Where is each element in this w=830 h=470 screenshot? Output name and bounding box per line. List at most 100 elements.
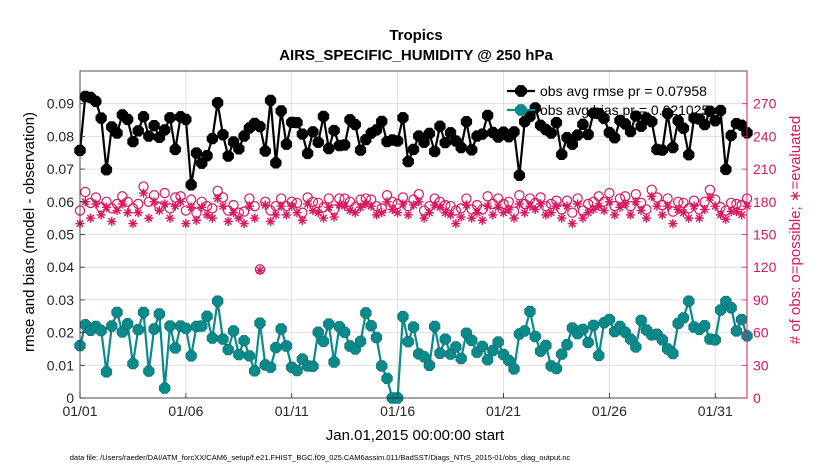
obs-evaluated-point [123, 208, 133, 218]
rmse-point [720, 163, 732, 176]
y-tick-label-right: 240 [753, 128, 777, 144]
bias-point [106, 320, 118, 332]
asterisk-stroke [287, 202, 296, 210]
rmse-point [545, 127, 557, 139]
rmse-point [624, 125, 637, 138]
asterisk-stroke [176, 198, 185, 206]
y-tick-label-right: 180 [753, 194, 777, 210]
asterisk-stroke [235, 214, 243, 222]
obs-evaluated-point [345, 205, 355, 216]
asterisk-stroke [102, 203, 111, 211]
obs-evaluated-point [340, 201, 350, 211]
obs-evaluated-point [91, 199, 101, 209]
rmse-point [698, 119, 711, 131]
asterisk-stroke [716, 211, 725, 219]
rmse-point [259, 145, 271, 157]
obs-evaluated-point [461, 200, 472, 210]
obs-possible-point [207, 203, 218, 214]
bias-point [212, 295, 224, 307]
obs-evaluated-point [393, 208, 403, 218]
asterisk-stroke [86, 214, 95, 222]
rmse-point [577, 118, 589, 130]
rmse-point [127, 136, 139, 148]
bias-point [593, 349, 605, 362]
asterisk-stroke [134, 208, 142, 217]
obs-evaluated-point [424, 208, 434, 218]
asterisk-stroke [515, 200, 524, 208]
bias-point [233, 348, 245, 361]
obs-evaluated-point [509, 213, 519, 223]
asterisk-stroke [123, 208, 132, 217]
obs-evaluated-point [181, 219, 191, 229]
asterisk-stroke [383, 198, 391, 206]
rmse-point [296, 128, 309, 140]
obs-evaluated-point [260, 200, 270, 210]
asterisk-stroke [256, 266, 264, 275]
rmse-point [476, 128, 489, 140]
obs-evaluated-point [244, 201, 254, 211]
bias-point [148, 323, 160, 335]
rmse-point [137, 111, 150, 123]
rmse-point [148, 120, 160, 132]
bias-point [577, 323, 589, 336]
obs-evaluated-point [498, 208, 509, 218]
rmse-point [556, 148, 568, 160]
asterisk-stroke [118, 200, 127, 208]
asterisk-stroke [600, 206, 608, 215]
rmse-point [301, 147, 314, 160]
obs-evaluated-point [488, 210, 498, 220]
asterisk-stroke [494, 203, 502, 211]
obs-evaluated-point [414, 197, 424, 207]
obs-evaluated-point [265, 216, 276, 227]
obs-evaluated-point [610, 210, 620, 220]
bias-point [291, 364, 303, 377]
bias-point [667, 347, 679, 360]
bias-point [550, 362, 563, 375]
obs-evaluated-point [604, 197, 614, 207]
bias-point [323, 318, 335, 330]
x-axis-label: Jan.01,2015 00:00:00 start [326, 427, 505, 444]
obs-evaluated-point [324, 202, 334, 212]
rmse-point [407, 143, 420, 156]
obs-evaluated-point [546, 208, 556, 218]
rmse-point [307, 126, 319, 138]
obs-evaluated-point [684, 213, 694, 223]
obs-evaluated-point [202, 210, 212, 220]
asterisk-stroke [706, 193, 714, 202]
obs-evaluated-point [588, 204, 599, 215]
x-tick-label: 01/31 [698, 403, 733, 419]
rmse-point [317, 110, 330, 123]
x-tick-label: 01/16 [380, 403, 415, 419]
obs-evaluated-point [117, 199, 127, 209]
asterisk-stroke [526, 202, 534, 210]
asterisk-stroke [505, 205, 513, 214]
asterisk-stroke [309, 206, 317, 215]
bias-point [423, 359, 436, 372]
legend-marker-swatch [515, 104, 527, 116]
obs-evaluated-point [197, 202, 207, 212]
rmse-point [704, 105, 716, 117]
bias-point [159, 382, 171, 394]
rmse-point [90, 95, 102, 108]
x-tick-label: 01/01 [62, 403, 97, 419]
bias-point [735, 313, 748, 326]
bias-point [122, 318, 134, 330]
asterisk-stroke [589, 205, 598, 214]
rmse-point [513, 169, 526, 181]
bias-point [556, 348, 568, 360]
obs-evaluated-point [297, 215, 307, 225]
rmse-point [180, 113, 192, 126]
rmse-point [550, 117, 563, 129]
bias-point [249, 365, 261, 377]
bias-point [381, 372, 393, 385]
asterisk-stroke [536, 200, 545, 208]
rmse-point [428, 145, 441, 158]
obs-evaluated-point [636, 205, 646, 216]
bias-point [455, 352, 467, 365]
obs-evaluated-point [154, 205, 165, 216]
rmse-point [222, 150, 234, 162]
obs-evaluated-point [520, 208, 530, 218]
obs-evaluated-point [662, 201, 673, 211]
bias-point [137, 306, 150, 319]
rmse-point [646, 116, 658, 128]
